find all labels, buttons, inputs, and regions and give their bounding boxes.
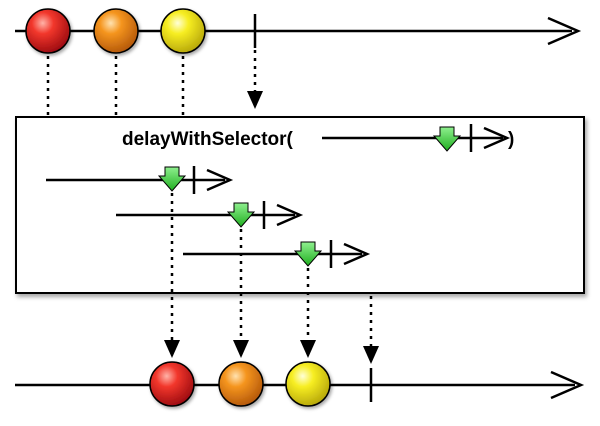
marble-orange — [218, 361, 264, 407]
down-arrow-icon — [300, 340, 316, 358]
delay-marker-icon — [293, 241, 323, 267]
marble-red — [149, 361, 195, 407]
delay-timeline-1 — [46, 166, 234, 194]
arrow-head-icon — [276, 203, 304, 227]
arrow-head-icon — [547, 16, 582, 46]
output-connectors — [170, 193, 373, 346]
arrow-head-icon — [483, 126, 511, 150]
down-arrow-icon — [233, 340, 249, 358]
delay-marker-icon — [226, 202, 256, 228]
operator-box-rect — [15, 116, 585, 294]
delay-timeline-2 — [116, 201, 304, 229]
down-arrow-icon — [363, 346, 379, 364]
operator-label: delayWithSelector( — [122, 129, 294, 150]
result-timeline — [15, 361, 585, 407]
selector-timeline — [322, 124, 511, 152]
arrow-head-icon — [343, 242, 371, 266]
down-arrow-icon — [247, 91, 263, 109]
output-arrowheads — [164, 340, 379, 364]
marble-red — [25, 8, 71, 54]
down-arrow-icon — [164, 340, 180, 358]
operator-close-paren: ) — [508, 129, 514, 150]
marble-orange — [93, 8, 139, 54]
operator-box: delayWithSelector( ) — [15, 116, 585, 294]
delay-marker-icon — [432, 126, 462, 152]
arrow-head-icon — [550, 370, 585, 400]
delay-timeline-3 — [183, 240, 371, 268]
marble-yellow — [285, 361, 331, 407]
delay-marker-icon — [157, 166, 187, 192]
source-timeline — [15, 8, 582, 54]
marble-yellow — [160, 8, 206, 54]
arrow-head-icon — [206, 168, 234, 192]
